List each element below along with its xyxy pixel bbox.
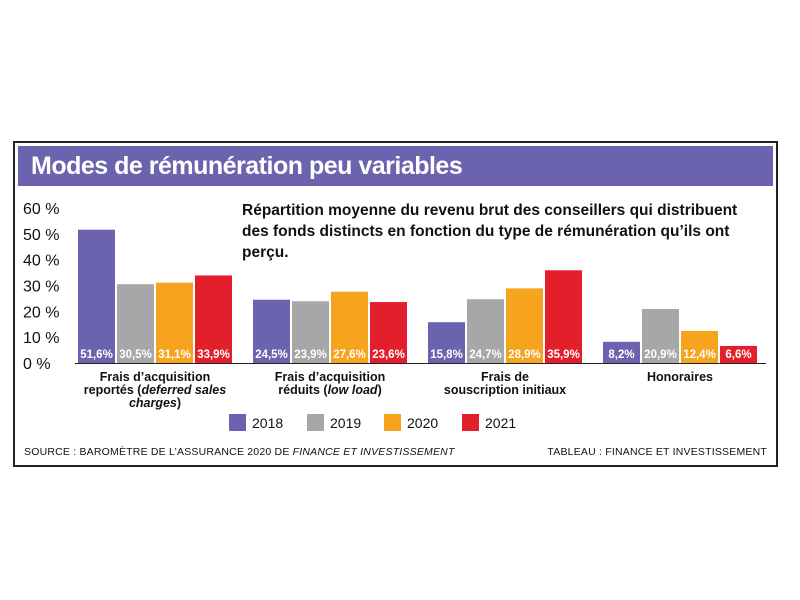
data-label: 15,8% [430,349,463,361]
chart-figure: Modes de rémunération peu variables Répa… [13,141,778,467]
bar-2019 [642,309,679,363]
legend-label: 2019 [330,415,361,431]
data-label: 8,2% [608,349,634,361]
bar-2019 [292,301,329,363]
bar-2020 [331,291,368,363]
legend-swatch-2020 [384,414,401,431]
y-tick-label: 60 % [23,201,59,218]
source-note: SOURCE : BAROMÈTRE DE L’ASSURANCE 2020 D… [24,446,455,458]
data-label: 24,5% [255,349,288,361]
bar-2020 [681,330,718,363]
y-tick-label: 10 % [23,330,59,347]
title-banner: Modes de rémunération peu variables [18,146,773,186]
legend-swatch-2018 [229,414,246,431]
data-label: 12,4% [683,349,716,361]
data-label: 23,6% [372,349,405,361]
y-tick-label: 30 % [23,279,59,296]
bar-chart: 60 % 50 % 40 % 30 % 20 % 10 % 0 % 51,6% 24,5% 15,… [23,201,766,431]
data-label: 24,7% [469,349,502,361]
chart-subtitle: Répartition moyenne du revenu brut des c… [242,202,738,261]
y-tick-label: 0 % [23,356,51,373]
bar-2018 [603,341,640,363]
category-label: Frais d’acquisition reportés (deferred sa… [84,370,226,410]
category-label: Frais de souscription initiaux [444,370,566,397]
bar-2021 [370,302,407,363]
y-tick-label: 40 % [23,253,59,270]
data-label: 51,6% [80,349,113,361]
bar-2020 [156,282,193,363]
data-label: 27,6% [333,349,366,361]
chart-footer: SOURCE : BAROMÈTRE DE L’ASSURANCE 2020 D… [24,446,767,458]
data-label: 33,9% [197,349,230,361]
bar-2019 [467,299,504,363]
credit-note: TABLEAU : FINANCE ET INVESTISSEMENT [547,446,767,458]
bar-2021 [545,270,582,363]
bar-2018 [253,299,290,363]
legend-swatch-2021 [462,414,479,431]
legend-swatch-2019 [307,414,324,431]
data-label: 20,9% [644,349,677,361]
data-label: 6,6% [725,349,751,361]
chart-title: Modes de rémunération peu variables [31,152,463,180]
source-prefix: SOURCE : BAROMÈTRE DE L’ASSURANCE 2020 D… [24,446,293,458]
y-tick-label: 20 % [23,304,59,321]
data-label: 35,9% [547,349,580,361]
legend-label: 2018 [252,415,283,431]
legend-label: 2020 [407,415,438,431]
legend-label: 2021 [485,415,516,431]
bar-2019 [117,284,154,363]
data-label: 30,5% [119,349,152,361]
bar-2018 [428,322,465,363]
data-label: 31,1% [158,349,191,361]
data-label: 23,9% [294,349,327,361]
y-tick-label: 50 % [23,227,59,244]
category-label: Honoraires [647,370,713,384]
source-publication: FINANCE ET INVESTISSEMENT [292,446,455,458]
bar-2021 [195,275,232,363]
bar-2020 [506,288,543,363]
category-label: Frais d’acquisition réduits (low load) [275,370,385,397]
bar-2021 [720,345,757,363]
bar-2018 [78,229,115,363]
data-label: 28,9% [508,349,541,361]
